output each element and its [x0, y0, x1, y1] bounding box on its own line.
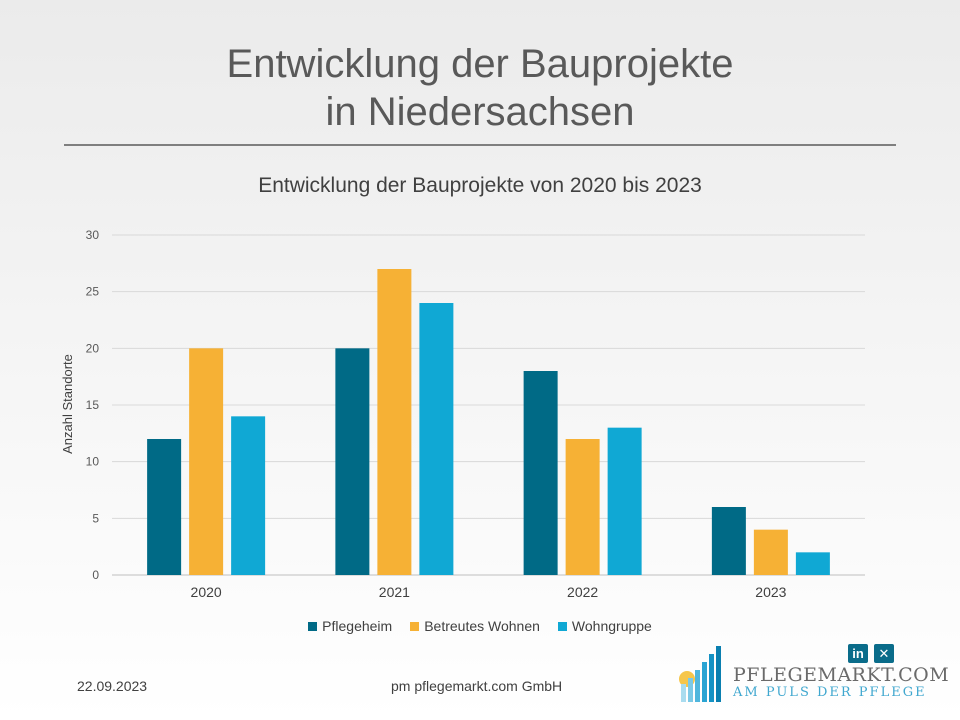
chart-legend: Pflegeheim Betreutes Wohnen Wohngruppe [0, 618, 960, 634]
chart-gridlines [112, 234, 865, 576]
chart-bars [147, 269, 830, 575]
footer-date: 22.09.2023 [77, 678, 148, 694]
bar-pflegeheim-2022 [523, 371, 558, 575]
legend-swatch [557, 621, 567, 631]
xing-icon[interactable]: ✕ [874, 644, 894, 663]
y-tick-label: 5 [92, 511, 99, 525]
legend-label: Pflegeheim [322, 618, 393, 634]
logo-mark-icon [679, 646, 721, 702]
chart-title: Entwicklung der Bauprojekte von 2020 bis… [258, 174, 702, 197]
y-tick-label: 30 [86, 228, 100, 242]
legend-label: Wohngruppe [571, 618, 652, 634]
y-axis-label: Anzahl Standorte [60, 354, 75, 454]
footer-company: pm pflegemarkt.com GmbH [391, 678, 563, 694]
bar-betreutes-wohnen-2023 [753, 529, 788, 575]
bar-betreutes-wohnen-2021 [377, 269, 412, 575]
y-tick-label: 10 [86, 455, 100, 469]
bar-wohngruppe-2023 [795, 552, 830, 575]
slide-title-line1: Entwicklung der Bauprojekte [226, 42, 734, 86]
slide-title-line2: in Niedersachsen [325, 90, 635, 134]
legend-swatch [308, 621, 318, 631]
y-tick-label: 25 [86, 285, 100, 299]
y-tick-label: 0 [92, 568, 99, 582]
bar-betreutes-wohnen-2022 [565, 439, 600, 575]
bar-wohngruppe-2021 [419, 303, 454, 575]
legend-item: Betreutes Wohnen [410, 618, 540, 634]
bar-betreutes-wohnen-2020 [189, 348, 224, 575]
bar-wohngruppe-2020 [231, 416, 266, 575]
logo-tagline: AM PULS DER PFLEGE [733, 685, 927, 700]
logo: PFLEGEMARKT.COM AM PULS DER PFLEGE [733, 665, 949, 701]
bar-pflegeheim-2021 [335, 348, 370, 575]
legend-item: Wohngruppe [557, 618, 652, 634]
bar-wohngruppe-2022 [607, 427, 642, 575]
x-tick-label: 2020 [191, 584, 222, 600]
title-divider [64, 144, 896, 146]
x-tick-label: 2021 [379, 584, 410, 600]
bar-pflegeheim-2023 [711, 507, 746, 575]
legend-swatch [410, 621, 420, 631]
logo-name: PFLEGEMARKT.COM [733, 664, 950, 686]
linkedin-icon[interactable]: in [848, 644, 868, 663]
slide-title: Entwicklung der Bauprojekte in Niedersac… [0, 40, 960, 136]
chart-axes: 0 5 10 15 20 25 30 Anzahl Standorte 2020 2021 2022… [60, 228, 787, 600]
bar-pflegeheim-2020 [147, 439, 182, 575]
x-tick-label: 2022 [567, 584, 598, 600]
legend-item: Pflegeheim [308, 618, 392, 634]
legend-label: Betreutes Wohnen [424, 618, 540, 634]
x-tick-label: 2023 [755, 584, 786, 600]
y-tick-label: 20 [86, 341, 100, 355]
y-tick-label: 15 [86, 398, 100, 412]
